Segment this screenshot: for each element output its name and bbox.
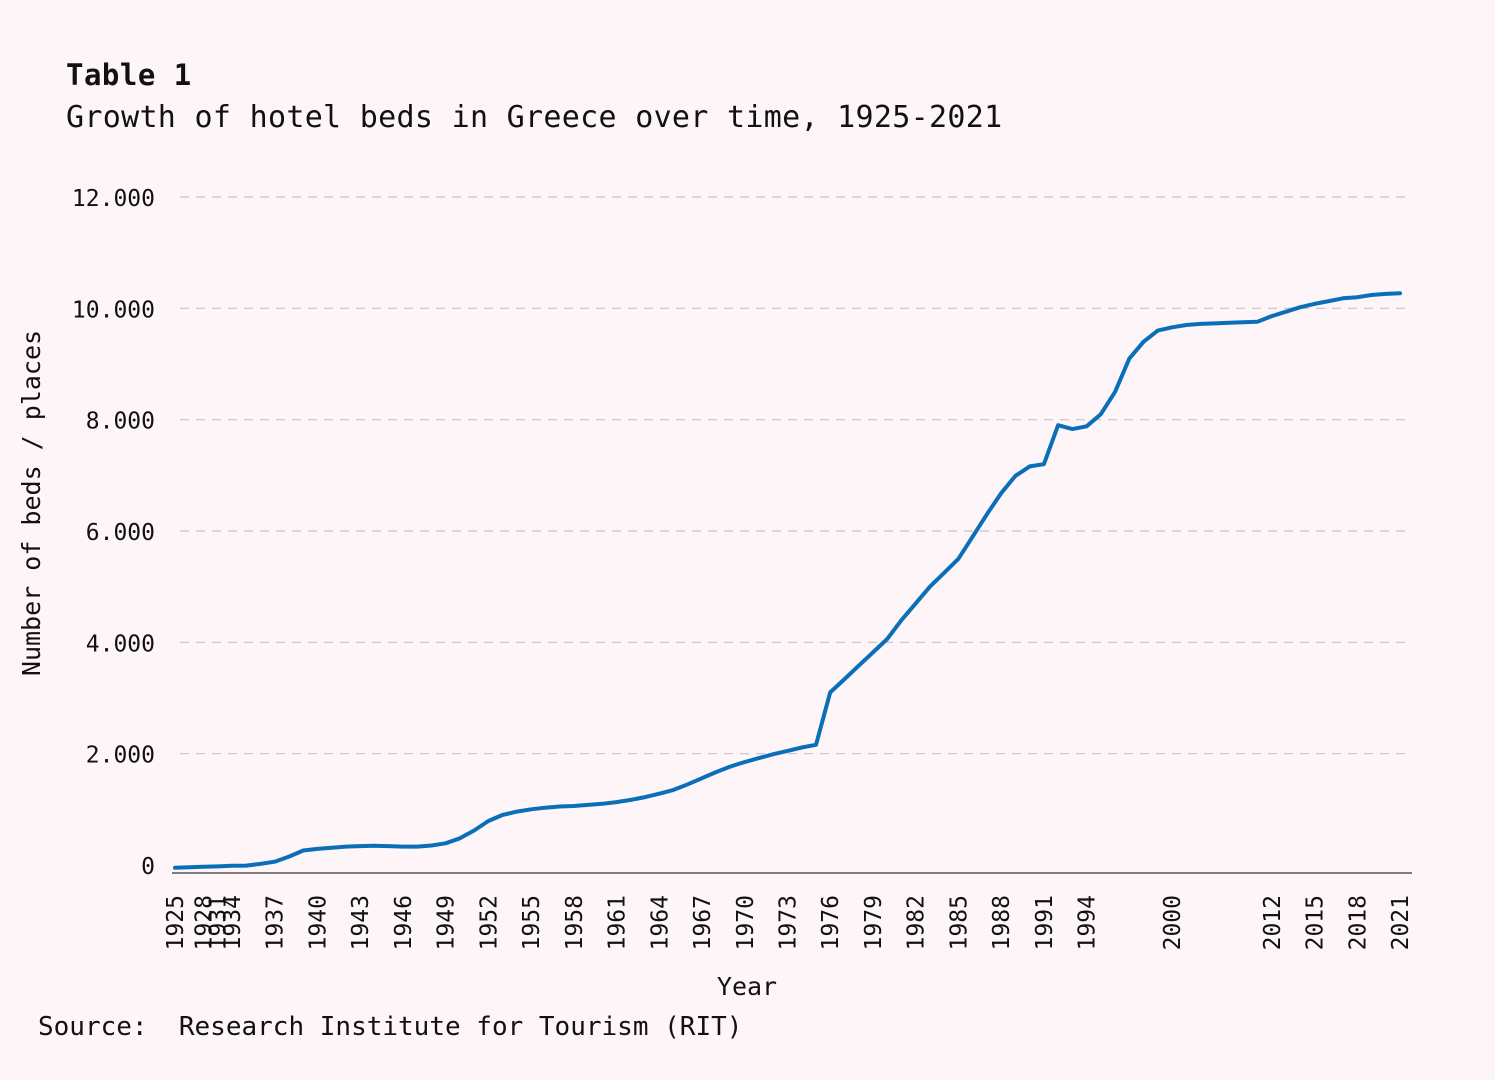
x-tick-label: 1958 — [562, 895, 588, 950]
x-tick-label: 1940 — [305, 895, 331, 950]
source-note: Source: Research Institute for Tourism (… — [38, 1012, 743, 1042]
series-line — [173, 291, 1402, 870]
y-tick-label: 8.000 — [86, 409, 155, 435]
y-tick-label: 6.000 — [86, 520, 155, 546]
y-tick-label: 4.000 — [86, 631, 155, 657]
x-tick-label: 1973 — [776, 895, 802, 950]
x-tick-label: 2000 — [1160, 895, 1186, 950]
x-tick-label: 1955 — [519, 895, 545, 950]
x-tick-label: 1946 — [391, 895, 417, 950]
x-tick-label: 1949 — [434, 895, 460, 950]
x-tick-label: 1964 — [647, 895, 673, 950]
y-tick-label: 10.000 — [72, 297, 155, 323]
x-tick-label: 1967 — [690, 895, 716, 950]
x-axis-label: Year — [717, 972, 777, 1001]
x-tick-label: 1970 — [733, 895, 759, 950]
x-tick-label: 2021 — [1388, 895, 1414, 950]
x-tick-label: 1925 — [163, 895, 189, 950]
x-tick-label: 1979 — [861, 895, 887, 950]
x-tick-label: 1988 — [989, 895, 1015, 950]
y-axis-label: Number of beds / places — [17, 330, 46, 676]
x-tick-label: 2018 — [1345, 895, 1371, 950]
x-tick-label: 2012 — [1260, 895, 1286, 950]
x-tick-label: 1982 — [904, 895, 930, 950]
x-tick-label: 1976 — [818, 895, 844, 950]
x-tick-label: 1994 — [1075, 895, 1101, 950]
x-tick-label: 1985 — [946, 895, 972, 950]
x-tick-label: 1928 — [191, 895, 217, 950]
y-tick-label: 0 — [141, 854, 155, 880]
chart-subtitle: Growth of hotel beds in Greece over time… — [66, 100, 1003, 135]
y-tick-label: 2.000 — [86, 743, 155, 769]
x-tick-label: 1937 — [263, 895, 289, 950]
x-tick-label: 2015 — [1303, 895, 1329, 950]
x-tick-label: 1952 — [476, 895, 502, 950]
x-tick-label: 1934 — [220, 895, 246, 950]
x-tick-label: 1943 — [348, 895, 374, 950]
x-tick-label: 1931 — [206, 895, 232, 950]
x-tick-label: 1961 — [605, 895, 631, 950]
chart-title: Table 1 — [66, 58, 192, 92]
y-tick-label: 12.000 — [72, 186, 155, 212]
x-tick-label: 1991 — [1032, 895, 1058, 950]
